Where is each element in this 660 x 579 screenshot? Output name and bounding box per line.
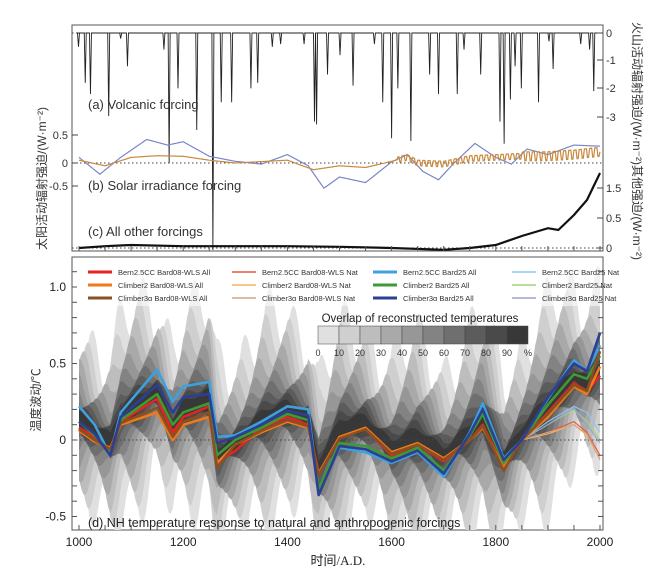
overlap-legend-title: Overlap of reconstructed temperatures — [322, 313, 519, 325]
overlap-legend-label: 70 — [460, 348, 470, 358]
y-tick-label: -0.5 — [45, 510, 66, 524]
legend-entry: Climber3α Bard08-WLS All — [118, 294, 208, 303]
volcanic-tick-label: -2 — [606, 83, 616, 95]
label-volcanic: (a) Volcanic forcing — [88, 97, 199, 112]
other-tick-label: 0.5 — [606, 213, 621, 225]
overlap-legend-swatch — [401, 325, 424, 345]
solar-series-line — [78, 138, 601, 190]
overlap-legend-label: 50 — [418, 348, 428, 358]
overlap-legend-swatch — [464, 325, 487, 345]
x-tick-label: 1800 — [482, 535, 509, 549]
temperature-panel: Bern2.5CC Bard08-WLS All Bern2.5CC Bard08… — [28, 256, 620, 568]
right-ylabel-other: 其他强迫/(W·m⁻²) — [630, 165, 644, 260]
volcanic-tick-label: 0 — [606, 28, 612, 40]
x-axis-label: 时间/A.D. — [311, 553, 366, 568]
label-other: (c) All other forcings — [88, 224, 203, 239]
overlap-legend-label: 90 — [502, 348, 512, 358]
overlap-legend-label: 40 — [397, 348, 407, 358]
legend-entry: Climber2 Bard08-WLS Nat — [262, 281, 352, 290]
solar-tick-label: 0 — [62, 158, 68, 170]
y-tick-label: 0.5 — [49, 357, 66, 371]
overlap-legend-swatch — [338, 325, 361, 345]
overlap-legend-swatch — [485, 325, 508, 345]
volcanic-tick-label: -3 — [606, 112, 616, 124]
legend-entry: Climber2 Bard08-WLS All — [118, 281, 203, 290]
volcanic-tick-label: -1 — [606, 55, 616, 67]
legend-entry: Bern2.5CC Bard25 Nat — [542, 268, 620, 277]
overlap-legend-swatch — [359, 325, 382, 345]
legend-entry: Bern2.5CC Bard25 All — [403, 268, 477, 277]
overlap-legend-swatch — [443, 325, 466, 345]
x-tick-label: 1000 — [66, 535, 93, 549]
legend-entry: Climber2 Bard25 Nat — [542, 281, 613, 290]
volcanic-forcing-line — [76, 32, 600, 251]
temperature-series-line — [78, 332, 602, 497]
overlap-legend-label: 80 — [481, 348, 491, 358]
overlap-legend-swatch — [380, 325, 403, 345]
other-tick-label: 1.5 — [606, 183, 621, 195]
legend-entry: Climber3α Bard25 Nat — [542, 294, 617, 303]
overlap-legend-label: 30 — [376, 348, 386, 358]
legend-entry: Climber3α Bard08-WLS Nat — [262, 294, 356, 303]
x-tick-label: 1600 — [378, 535, 405, 549]
other-tick-label: 0 — [606, 243, 612, 255]
overlap-legend-label: 20 — [355, 348, 365, 358]
x-tick-label: 1400 — [274, 535, 301, 549]
y-tick-label: 1.0 — [49, 280, 66, 294]
legend-entry: Bern2.5CC Bard08-WLS All — [118, 268, 210, 277]
legend-entry: Bern2.5CC Bard08-WLS Nat — [262, 268, 359, 277]
overlap-legend-swatch — [422, 325, 445, 345]
y-axis-label: 温度波动/℃ — [28, 368, 43, 431]
y-tick-label: 0 — [59, 433, 66, 447]
panel-d-title: (d) NH temperature response to natural a… — [88, 516, 460, 530]
legend-entry: Climber2 Bard25 All — [403, 281, 470, 290]
temperature-series-line — [78, 350, 602, 477]
overlap-legend-label: 10 — [334, 348, 344, 358]
right-ylabel-volcanic: 火山活动辐射强迫/(W·m⁻²) — [630, 22, 645, 165]
forcing-panel: (a) Volcanic forcing (b) Solar irradianc… — [34, 22, 645, 262]
overlap-legend-label: % — [524, 348, 532, 358]
left-ylabel: 太阳活动辐射强迫/(W·m⁻²) — [34, 107, 49, 250]
x-tick-label: 1200 — [170, 535, 197, 549]
overlap-legend-swatch — [506, 325, 529, 345]
solar-tick-label: 0.5 — [53, 130, 68, 142]
x-tick-label: 2000 — [587, 535, 614, 549]
legend-entry: Climber3α Bard25 All — [403, 294, 474, 303]
solar-series-line — [78, 146, 601, 171]
overlap-legend-label: 0 — [315, 348, 320, 358]
solar-tick-label: -0.5 — [49, 181, 68, 193]
overlap-legend-swatch — [317, 325, 340, 345]
overlap-legend-label: 60 — [439, 348, 449, 358]
label-solar: (b) Solar irradiance forcing — [88, 178, 241, 193]
